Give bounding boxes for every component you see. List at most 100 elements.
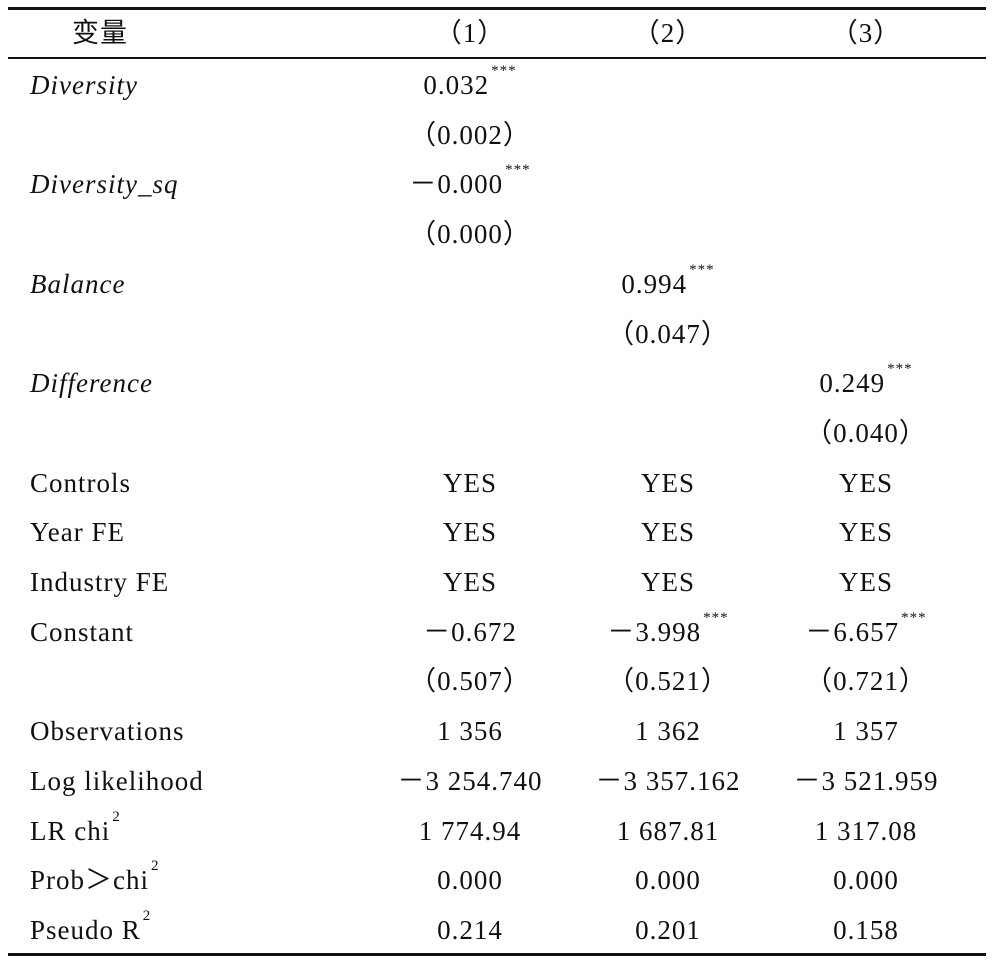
cell-value: 0.249 *** [766, 358, 966, 408]
header-rule [8, 57, 986, 59]
header-cell: （3） [830, 18, 902, 48]
cell-value: 0.201 [635, 914, 701, 945]
cell-value: YES [442, 467, 497, 498]
cell-value: 1 357 [833, 716, 899, 747]
table-row: Year FE YES YES YES [0, 507, 992, 557]
table-row: Observations 1 356 1 362 1 357 [0, 706, 992, 756]
cell-value: （0.507） [409, 666, 531, 697]
table-row: LR chi 2 1 774.94 1 687.81 1 317.08 [0, 806, 992, 856]
cell-text: 0.032 [423, 70, 490, 100]
cell-text: Prob＞chi [30, 865, 149, 896]
row-label: Difference [30, 358, 330, 408]
table-row: Pseudo R 2 0.214 0.201 0.158 [0, 905, 992, 955]
row-label: Controls [30, 467, 132, 498]
cell-value: YES [442, 567, 497, 597]
cell-value: （0.002） [409, 119, 531, 150]
cell-value: －3 521.959 [793, 765, 939, 796]
cell-text: Balance [30, 268, 126, 299]
superscript: *** [887, 361, 913, 378]
cell-value: 0.000 [635, 865, 701, 896]
cell-value: －0.000 *** [370, 159, 570, 209]
row-label: LR chi 2 [30, 806, 330, 856]
table-row: Difference 0.249 *** [0, 358, 992, 408]
superscript: 2 [142, 907, 152, 924]
header-cell: （2） [632, 18, 704, 48]
cell-text: Difference [30, 368, 153, 399]
row-label: Year FE [30, 517, 126, 548]
cell-value: （0.521） [607, 666, 729, 697]
cell-value: （0.047） [607, 318, 729, 349]
superscript: *** [689, 261, 715, 278]
bottom-rule [8, 953, 986, 956]
table-row: Prob＞chi 2 0.000 0.000 0.000 [0, 855, 992, 905]
table-row: Constant －0.672 －3.998 *** －6.657 *** [0, 607, 992, 657]
cell-value: 0.158 [833, 914, 899, 945]
table-row: （0.002） [0, 110, 992, 160]
cell-text: LR chi [30, 815, 111, 846]
cell-value: 1 317.08 [814, 815, 918, 846]
superscript: *** [901, 609, 927, 626]
cell-value: YES [640, 467, 695, 498]
row-label: Observations [30, 716, 185, 747]
cell-text: －6.657 [805, 616, 900, 647]
cell-value: YES [838, 517, 893, 548]
cell-value: 0.032 *** [370, 60, 570, 110]
row-label: Balance [30, 259, 330, 309]
cell-value: （0.000） [409, 219, 531, 250]
row-label: Diversity [30, 60, 330, 110]
header-cell: 变量 [72, 18, 128, 48]
cell-text: 0.994 [621, 268, 688, 299]
superscript: *** [505, 162, 531, 179]
cell-value: －0.672 [423, 616, 517, 647]
table-row: Industry FE YES YES YES [0, 557, 992, 607]
cell-value: 0.994 *** [568, 259, 768, 309]
cell-value: 0.000 [437, 865, 503, 896]
header-cell: （1） [434, 18, 506, 48]
table-row: （0.047） [0, 309, 992, 359]
table-row: Diversity 0.032 *** [0, 60, 992, 110]
cell-value: －3 254.740 [397, 765, 543, 796]
row-label: Diversity_sq [30, 159, 330, 209]
cell-value: 1 356 [437, 716, 503, 747]
cell-value: YES [838, 567, 893, 597]
cell-value: －3.998 *** [568, 607, 768, 657]
cell-text: －0.000 [409, 169, 504, 200]
row-label: Prob＞chi 2 [30, 855, 330, 905]
cell-value: 0.000 [833, 865, 899, 896]
cell-value: 1 774.94 [418, 815, 522, 846]
table-row: （0.040） [0, 408, 992, 458]
table-row: Controls YES YES YES [0, 458, 992, 508]
superscript: 2 [151, 858, 160, 875]
cell-value: （0.040） [805, 417, 927, 448]
table-row: （0.507） （0.521） （0.721） [0, 656, 992, 706]
cell-value: 1 362 [635, 716, 701, 747]
row-label: Constant [30, 616, 135, 647]
table-row: Log likelihood －3 254.740 －3 357.162 －3 521… [0, 756, 992, 806]
cell-text: Diversity_sq [30, 169, 179, 200]
cell-value: －6.657 *** [766, 607, 966, 657]
cell-value: 0.214 [437, 914, 503, 945]
cell-value: YES [838, 467, 893, 498]
cell-text: 0.249 [819, 368, 886, 399]
top-rule [8, 7, 986, 10]
cell-text: Pseudo R [30, 914, 141, 945]
row-label: Log likelihood [30, 765, 204, 796]
table-row: Balance 0.994 *** [0, 259, 992, 309]
cell-value: （0.721） [805, 666, 927, 697]
table-row: （0.000） [0, 209, 992, 259]
cell-text: Diversity [30, 70, 138, 100]
cell-value: －3 357.162 [595, 765, 741, 796]
cell-value: YES [640, 517, 695, 548]
cell-text: －3.998 [607, 616, 702, 647]
superscript: *** [703, 609, 729, 626]
superscript: 2 [112, 808, 121, 825]
superscript: *** [491, 63, 517, 79]
cell-value: YES [640, 567, 695, 597]
cell-value: 1 687.81 [616, 815, 720, 846]
header-row: 变量 （1） （2） （3） [0, 8, 992, 58]
table-row: Diversity_sq －0.000 *** [0, 159, 992, 209]
cell-value: YES [442, 517, 497, 548]
row-label: Industry FE [30, 567, 170, 597]
